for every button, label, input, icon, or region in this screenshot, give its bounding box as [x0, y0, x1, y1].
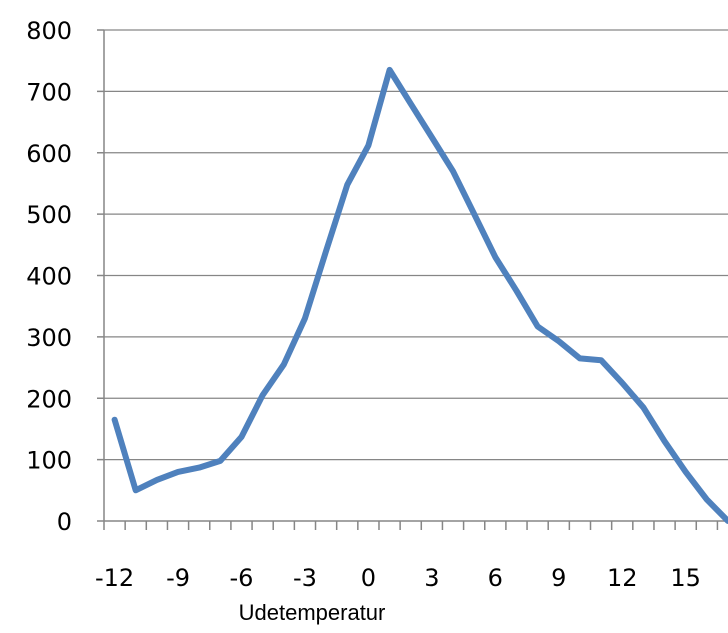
y-tick-label-700: 700 [26, 78, 72, 106]
x-tick-label--3: -3 [293, 564, 317, 592]
y-tick-label-500: 500 [26, 201, 72, 229]
axes [103, 30, 728, 522]
x-tick-label-12: 12 [607, 564, 638, 592]
x-axis-title: Udetemperatur [239, 600, 386, 625]
y-tick-label-0: 0 [57, 508, 72, 536]
y-tick-label-600: 600 [26, 140, 72, 168]
series-line [111, 66, 728, 524]
y-tick-label-800: 800 [26, 17, 72, 45]
x-tick-label-0: 0 [361, 564, 376, 592]
y-tick-label-100: 100 [26, 447, 72, 475]
x-tick-label--12: -12 [95, 564, 134, 592]
x-tick-marks [103, 521, 719, 530]
x-tick-label--9: -9 [166, 564, 190, 592]
x-tick-label-9: 9 [551, 564, 566, 592]
y-tick-label-200: 200 [26, 385, 72, 413]
y-tick-labels: 0 100 200 300 400 500 600 700 800 [26, 17, 72, 536]
x-tick-label--6: -6 [230, 564, 254, 592]
y-tick-label-300: 300 [26, 324, 72, 352]
y-tick-label-400: 400 [26, 263, 72, 291]
x-tick-label-6: 6 [488, 564, 503, 592]
x-tick-label-3: 3 [424, 564, 439, 592]
x-tick-label-15: 15 [670, 564, 701, 592]
gridlines [97, 29, 728, 522]
x-tick-labels: -12 -9 -6 -3 0 3 6 9 12 15 [95, 564, 701, 592]
